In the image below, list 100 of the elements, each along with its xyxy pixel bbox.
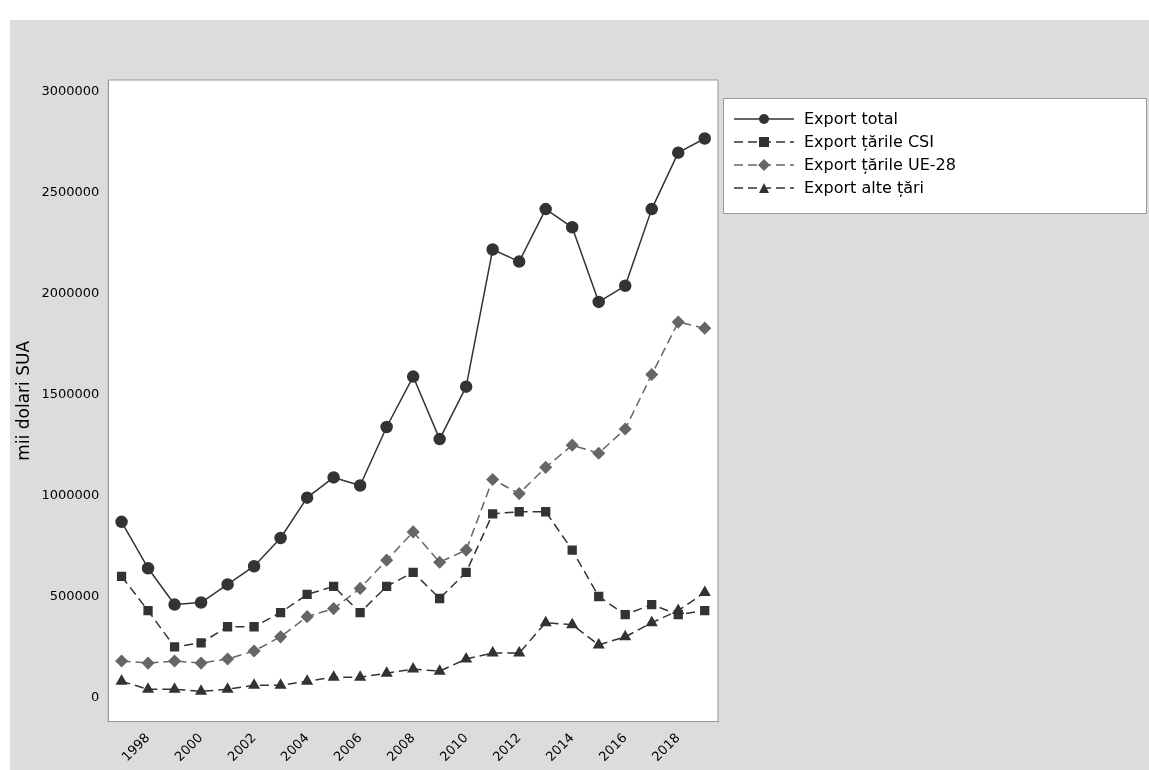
y-tick-label: 0 [91,688,100,704]
point [327,602,340,615]
point [168,598,181,611]
point [142,683,154,693]
point [141,656,155,670]
point [540,616,552,627]
point [194,596,208,609]
point [700,605,710,616]
point [169,683,181,693]
point [381,666,393,677]
point [433,555,446,569]
point [169,642,180,652]
legend-label: Export alte țări [804,178,925,197]
point [300,491,314,504]
point [141,561,155,575]
point [671,315,685,329]
point [460,652,472,663]
point [459,380,473,393]
point [353,582,367,595]
point [115,515,128,529]
point [249,622,259,632]
point [275,607,286,618]
point [247,559,261,573]
point [406,370,420,383]
point [647,599,657,610]
y-tick-label: 3000000 [41,83,100,99]
point [592,295,605,309]
point [435,593,445,604]
point [327,471,340,484]
point [459,543,473,557]
point [672,604,684,615]
point [143,605,153,616]
point [116,674,128,685]
point [355,607,365,618]
point [488,509,498,519]
point [301,674,313,685]
point [354,670,366,681]
point [433,432,446,446]
y-tick-label: 1500000 [41,386,100,402]
point [565,221,579,234]
point [487,646,499,657]
point [514,507,524,517]
point [513,646,525,657]
point [115,654,128,668]
point [671,146,685,159]
point [593,638,605,649]
point [512,255,526,268]
point [645,368,658,381]
point [222,622,233,632]
y-tick-label: 1000000 [41,486,100,502]
point [116,571,127,581]
point [461,567,471,577]
point [380,553,393,567]
point [168,654,181,668]
y-axis-title: mii dolari SUA [12,340,33,461]
point [592,446,605,460]
point [618,422,632,436]
point [618,279,632,293]
point [221,652,234,666]
point [328,670,340,681]
point [699,586,711,596]
point [275,679,287,689]
point [566,618,578,629]
point [565,438,579,452]
legend-label: Export total [804,109,899,128]
point [407,662,419,673]
point [698,321,711,335]
point [434,664,446,675]
point [328,581,339,592]
legend-label: Export țările CSI [804,132,934,151]
point [274,531,287,545]
legend-label: Export țările UE-28 [804,155,956,174]
point [539,202,552,216]
point [406,525,420,539]
point [567,545,577,555]
y-tick-label: 2500000 [41,184,100,200]
point [619,630,631,641]
point [382,581,392,592]
point [512,487,526,500]
point [248,679,260,689]
point [195,685,207,695]
point [300,610,314,623]
point [274,630,287,644]
point [247,644,261,658]
point [698,132,711,145]
point [221,578,234,591]
y-tick-label: 500000 [49,587,100,603]
point [302,589,312,600]
point [486,243,499,256]
point [646,616,658,627]
point [196,638,206,648]
point [594,591,604,602]
point [620,610,630,620]
point [408,567,418,577]
point [541,507,551,517]
y-tick-label: 2000000 [41,285,100,301]
point [645,202,658,216]
point [353,479,367,492]
point [194,656,208,670]
point [539,461,552,474]
